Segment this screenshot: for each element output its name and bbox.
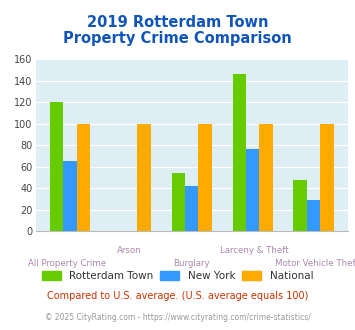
Bar (137, 124, 151, 231)
Text: Burglary: Burglary (173, 259, 210, 268)
Legend: Rotterdam Town, New York, National: Rotterdam Town, New York, National (42, 271, 313, 281)
Text: Property Crime Comparison: Property Crime Comparison (63, 31, 292, 46)
Bar (171, 173, 185, 231)
Bar (307, 200, 320, 231)
Bar (260, 124, 273, 231)
Text: Arson: Arson (117, 246, 142, 255)
Bar (198, 124, 212, 231)
Text: Larceny & Theft: Larceny & Theft (220, 246, 289, 255)
Bar (294, 180, 307, 231)
Text: 2019 Rotterdam Town: 2019 Rotterdam Town (87, 15, 268, 30)
Bar (77, 124, 90, 231)
Text: All Property Crime: All Property Crime (28, 259, 106, 268)
Bar (185, 186, 198, 231)
Bar (320, 124, 334, 231)
Bar (50, 102, 63, 231)
Bar (233, 74, 246, 231)
Text: Motor Vehicle Theft: Motor Vehicle Theft (275, 259, 355, 268)
Text: Compared to U.S. average. (U.S. average equals 100): Compared to U.S. average. (U.S. average … (47, 291, 308, 301)
Bar (246, 149, 260, 231)
Bar (63, 161, 77, 231)
Text: © 2025 CityRating.com - https://www.cityrating.com/crime-statistics/: © 2025 CityRating.com - https://www.city… (45, 313, 310, 322)
